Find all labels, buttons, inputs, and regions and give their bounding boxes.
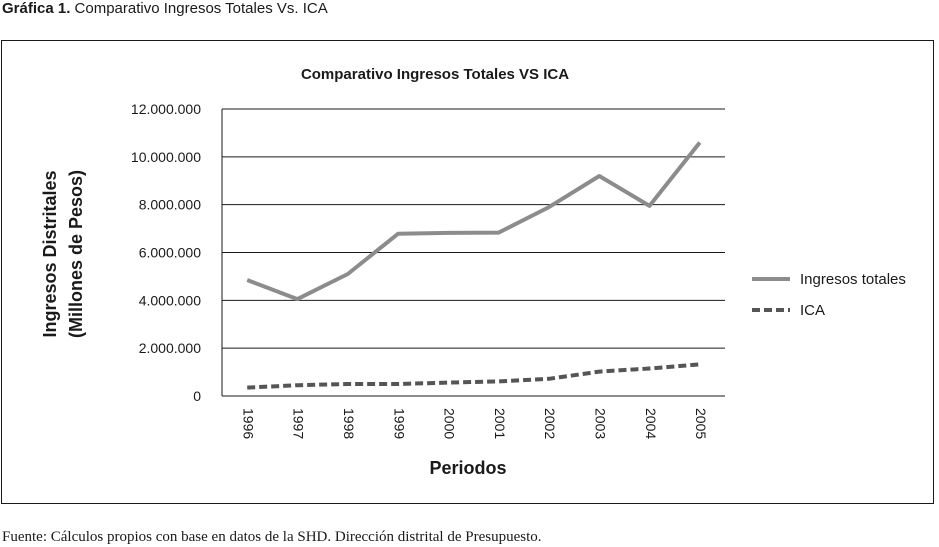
y-tick-label: 12.000.000 [131, 101, 201, 117]
y-tick-label: 10.000.000 [131, 149, 201, 165]
x-tick-label: 1999 [391, 408, 407, 439]
y-axis-label-line-2: (Millones de Pesos) [66, 170, 86, 338]
gridlines [221, 108, 725, 397]
y-tick-label: 0 [193, 388, 201, 404]
y-tick-label: 2.000.000 [139, 340, 201, 356]
x-tick-label: 2005 [693, 408, 709, 439]
x-tick-label: 1997 [291, 408, 307, 439]
figure-caption: Gráfica 1. Comparativo Ingresos Totales … [2, 0, 328, 18]
series-line-ica [247, 362, 700, 390]
caption-text: Comparativo Ingresos Totales Vs. ICA [74, 0, 328, 17]
x-axis-label: Periodos [429, 458, 506, 478]
legend: Ingresos totales ICA [752, 271, 906, 319]
source-note: Fuente: Cálculos propios con base en dat… [2, 528, 541, 546]
chart-title: Comparativo Ingresos Totales VS ICA [301, 66, 569, 83]
series-line-ingresos-totales [246, 141, 702, 302]
x-tick-labels: 1996 1997 1998 1999 2000 2001 2002 2003 2004 2005 [240, 408, 709, 439]
y-tick-label: 4.000.000 [139, 292, 201, 308]
x-tick-label: 2000 [442, 408, 458, 439]
x-tick-label: 1998 [341, 408, 357, 439]
legend-label: ICA [800, 302, 825, 319]
series-lines [246, 141, 702, 390]
caption-label: Gráfica 1. [2, 0, 71, 17]
y-tick-label: 6.000.000 [139, 245, 201, 261]
x-tick-label: 2004 [643, 408, 659, 439]
y-axis-label: Ingresos Distritales (Millones de Pesos) [40, 170, 86, 338]
x-tick-label: 2002 [542, 408, 558, 439]
source-text: Cálculos propios con base en datos de la… [50, 529, 542, 545]
chart-frame [1, 40, 934, 504]
legend-label: Ingresos totales [800, 271, 906, 288]
y-tick-label: 8.000.000 [139, 197, 201, 213]
source-label: Fuente: [2, 529, 47, 545]
x-tick-label: 2001 [492, 408, 508, 439]
x-tick-label: 1996 [240, 408, 256, 439]
y-tick-labels: 0 2.000.000 4.000.000 6.000.000 8.000.000 10.… [131, 101, 201, 404]
x-tick-label: 2003 [593, 408, 609, 439]
y-axis-label-line-1: Ingresos Distritales [40, 170, 60, 337]
